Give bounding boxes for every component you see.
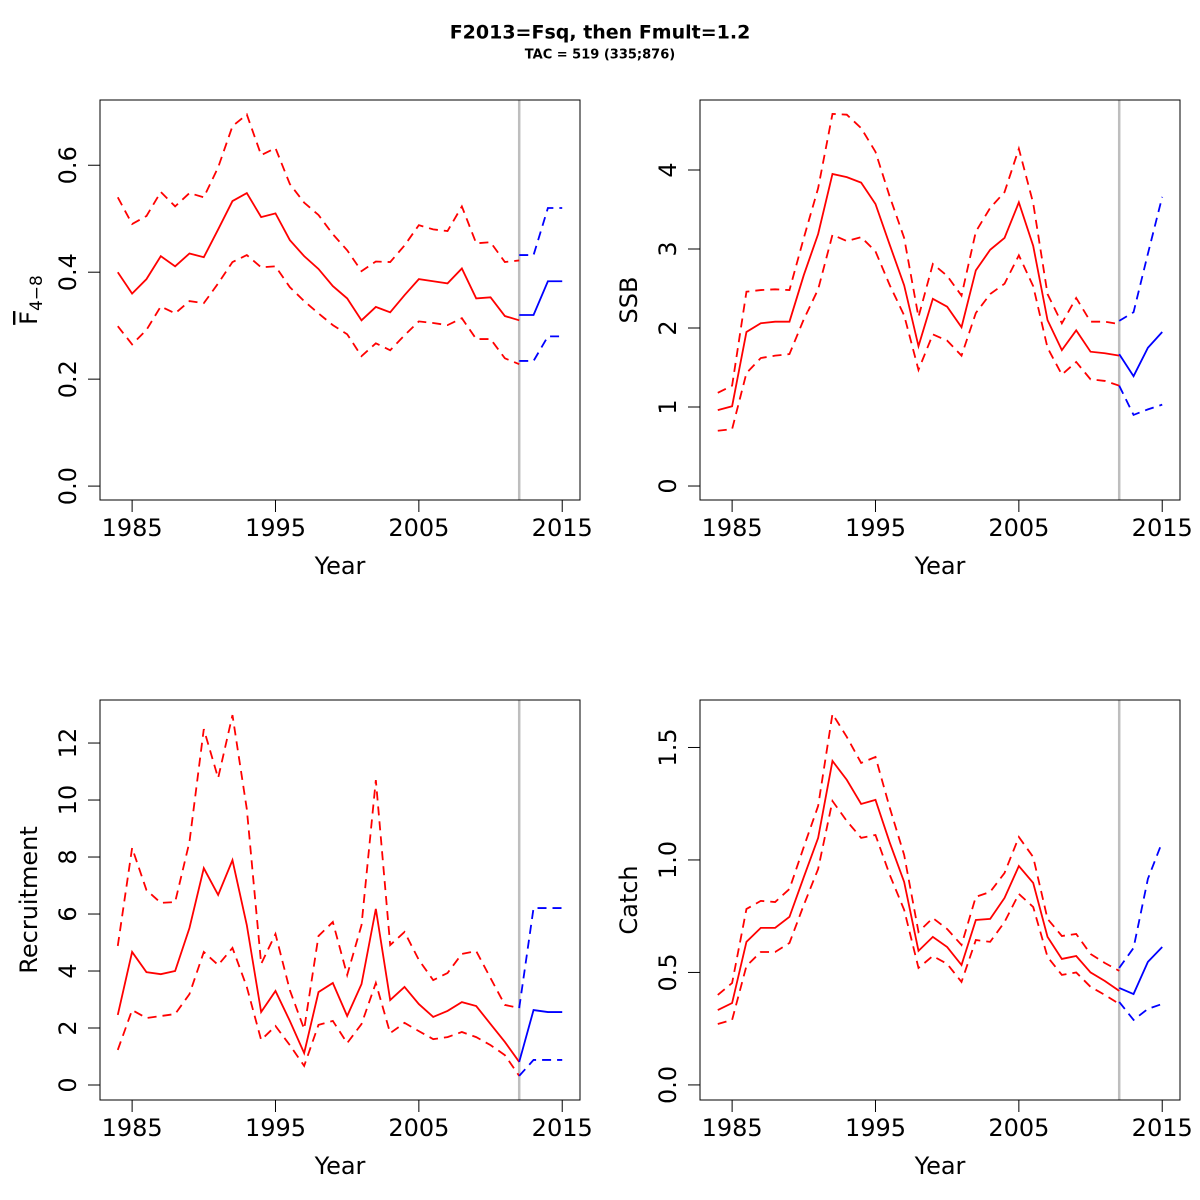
x-tick-label: 2015 <box>1132 1114 1193 1142</box>
y-tick-label: 3 <box>654 241 682 256</box>
plot-frame <box>699 699 1181 1101</box>
interval-line <box>116 112 520 273</box>
y-tick-label: 0.6 <box>54 146 82 184</box>
estimate-line <box>1118 331 1163 379</box>
y-tick-label: 1.0 <box>654 841 682 879</box>
interval-line <box>1118 385 1163 417</box>
figure-title: F2013=Fsq, then Fmult=1.2 <box>450 22 751 44</box>
y-tick-label: 1 <box>654 399 682 414</box>
interval-line <box>717 112 1120 394</box>
x-tick-label: 1985 <box>102 1114 163 1142</box>
interval-line <box>1118 841 1164 969</box>
y-tick-label: 0.5 <box>654 953 682 991</box>
y-axis-title: Catch <box>615 865 643 934</box>
y-axis-title-main: Recruitment <box>15 826 43 973</box>
interval-line <box>117 254 520 366</box>
x-tick-label: 1985 <box>102 514 163 542</box>
estimate-line <box>117 191 520 322</box>
y-tick-label: 12 <box>54 728 82 759</box>
x-tick-label: 1985 <box>702 514 763 542</box>
interval-line <box>518 907 563 1009</box>
interval-line <box>519 335 563 362</box>
y-axis-title-main: SSB <box>615 277 643 324</box>
plot-frame <box>99 699 581 1101</box>
panel: 1985 1995 2005 2015 0 1 2 3 4 Year SSB <box>615 99 1193 580</box>
y-tick-label: 0.4 <box>54 253 82 291</box>
interval-line <box>116 946 520 1077</box>
y-tick-label: 0.0 <box>54 467 82 505</box>
y-axis-title: Recruitment <box>15 826 43 973</box>
x-tick-label: 2015 <box>532 1114 593 1142</box>
estimate-line <box>518 1009 563 1063</box>
x-tick-label: 1995 <box>245 514 306 542</box>
y-tick-label: 1.5 <box>654 728 682 766</box>
estimate-line <box>717 758 1120 1011</box>
y-tick-label: 0 <box>54 1077 82 1092</box>
x-tick-label: 2015 <box>1132 514 1193 542</box>
interval-line <box>519 207 563 256</box>
interval-line <box>116 714 520 1030</box>
x-tick-label: 2005 <box>388 1114 449 1142</box>
y-axis-title: SSB <box>615 277 643 324</box>
y-axis-title-main: F <box>15 311 43 325</box>
x-tick-label: 2005 <box>388 514 449 542</box>
interval-line <box>717 233 1120 432</box>
x-tick-label: 2015 <box>532 514 593 542</box>
plot-frame <box>99 99 581 501</box>
interval-line <box>518 1059 563 1077</box>
y-tick-label: 0.2 <box>54 360 82 398</box>
panel: 1985 1995 2005 2015 0.0 0.2 0.4 0.6 Year F4−8 <box>15 99 593 580</box>
y-tick-label: 8 <box>54 849 82 864</box>
x-tick-label: 1995 <box>245 1114 306 1142</box>
interval-line <box>717 798 1120 1025</box>
y-axis-title-subscript: 4−8 <box>27 275 47 311</box>
panel: 1985 1995 2005 2015 0 2 4 6 8 10 12 Year Recruitment <box>15 699 593 1180</box>
x-tick-label: 1995 <box>845 1114 906 1142</box>
x-axis-title: Year <box>914 1152 966 1180</box>
x-axis-title: Year <box>314 552 366 580</box>
estimate-line <box>116 857 520 1063</box>
y-axis-title-main: Catch <box>615 865 643 934</box>
y-axis-title: F4−8 <box>15 275 47 325</box>
y-tick-label: 4 <box>54 963 82 978</box>
y-tick-label: 2 <box>54 1020 82 1035</box>
x-tick-label: 1985 <box>702 1114 763 1142</box>
y-tick-label: 2 <box>654 320 682 335</box>
y-tick-label: 0 <box>654 478 682 493</box>
estimate-line <box>717 172 1120 412</box>
y-tick-label: 10 <box>54 785 82 816</box>
plot-frame <box>699 99 1181 501</box>
estimate-line <box>1118 946 1163 996</box>
panel: 1985 1995 2005 2015 0.0 0.5 1.0 1.5 Year Catch <box>615 699 1193 1180</box>
x-axis-title: Year <box>314 1152 366 1180</box>
y-tick-label: 0.0 <box>654 1066 682 1104</box>
estimate-line <box>519 280 563 316</box>
y-tick-label: 6 <box>54 906 82 921</box>
x-tick-label: 2005 <box>988 514 1049 542</box>
figure-subtitle: TAC = 519 (335;876) <box>525 48 675 63</box>
x-tick-label: 2005 <box>988 1114 1049 1142</box>
interval-line <box>717 711 1120 996</box>
interval-line <box>1118 196 1164 322</box>
interval-line <box>1118 1001 1163 1022</box>
x-tick-label: 1995 <box>845 514 906 542</box>
x-axis-title: Year <box>914 552 966 580</box>
y-tick-label: 4 <box>654 162 682 177</box>
